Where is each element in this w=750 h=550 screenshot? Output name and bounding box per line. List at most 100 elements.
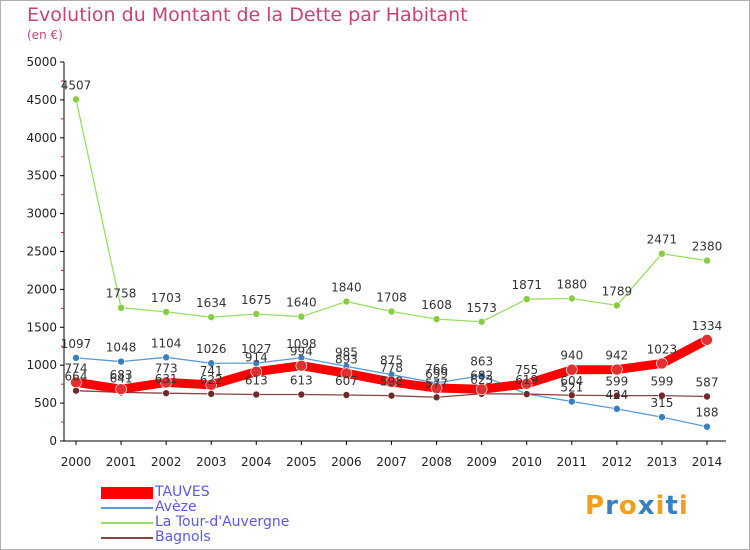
data-point-bagnols xyxy=(297,390,306,399)
logo-letter: P xyxy=(585,491,606,521)
data-label-av-ze: 985 xyxy=(335,345,358,359)
data-point-la-tour-d-auvergne xyxy=(703,256,711,265)
data-label-av-ze: 1104 xyxy=(151,336,182,350)
data-label-tauves: 893 xyxy=(335,352,358,366)
data-label-tauves: 755 xyxy=(515,363,538,377)
legend-swatch-tauves xyxy=(101,486,153,499)
x-tick-label: 2012 xyxy=(602,455,633,469)
data-point-tauves xyxy=(70,376,82,389)
data-label-la-tour-d-auvergne: 1758 xyxy=(106,287,137,301)
data-label-la-tour-d-auvergne: 1880 xyxy=(557,277,588,291)
data-label-bagnols: 587 xyxy=(696,376,719,390)
data-label-la-tour-d-auvergne: 2471 xyxy=(647,233,678,247)
data-label-la-tour-d-auvergne: 1871 xyxy=(511,278,542,292)
legend-swatch-la-tour-d-auvergne xyxy=(101,521,153,524)
data-label-av-ze: 1098 xyxy=(286,337,317,351)
data-label-av-ze: 766 xyxy=(425,362,448,376)
line-chart: 0 500 1000 1500 2000 2500 3000 3500 4000 4500 5000… xyxy=(26,55,726,469)
data-point-bagnols xyxy=(658,391,666,400)
data-point-av-ze xyxy=(703,422,711,431)
data-label-av-ze: 863 xyxy=(470,355,493,369)
x-tick-label: 2010 xyxy=(511,455,542,469)
data-label-bagnols: 599 xyxy=(650,375,673,389)
data-point-av-ze xyxy=(477,371,486,380)
data-point-la-tour-d-auvergne xyxy=(432,315,441,323)
y-tick-label: 3000 xyxy=(26,207,57,221)
data-point-tauves xyxy=(701,334,713,346)
data-label-av-ze: 424 xyxy=(605,388,628,402)
data-point-bagnols xyxy=(342,391,351,399)
data-label-la-tour-d-auvergne: 2380 xyxy=(692,240,723,254)
legend-swatch-aveze xyxy=(101,506,153,509)
data-label-la-tour-d-auvergne: 1608 xyxy=(421,298,452,312)
data-label-tauves: 914 xyxy=(245,351,268,365)
data-point-la-tour-d-auvergne xyxy=(387,307,396,316)
logo-letter: i xyxy=(678,491,689,521)
data-point-av-ze xyxy=(567,397,576,406)
x-tick-label: 2011 xyxy=(557,455,588,469)
data-point-bagnols xyxy=(387,391,396,400)
data-point-bagnols xyxy=(522,390,531,398)
logo-letter: r xyxy=(605,491,619,521)
data-label-tauves: 774 xyxy=(65,361,88,375)
x-tick-label: 2002 xyxy=(151,455,182,469)
data-point-tauves xyxy=(205,379,218,391)
data-label-bagnols: 664 xyxy=(65,370,88,384)
x-tick-label: 2000 xyxy=(61,455,92,469)
legend-item-bagnols: Bagnols xyxy=(101,530,289,545)
data-point-av-ze xyxy=(613,405,621,413)
data-point-la-tour-d-auvergne xyxy=(117,303,125,312)
data-point-bagnols xyxy=(567,391,576,400)
data-label-la-tour-d-auvergne: 1703 xyxy=(151,291,182,305)
data-point-av-ze xyxy=(72,354,80,362)
x-tick-label: 2004 xyxy=(241,455,272,469)
data-point-tauves xyxy=(385,376,398,388)
data-label-tauves: 682 xyxy=(470,368,493,382)
legend-item-aveze: Avèze xyxy=(101,500,289,515)
logo-letter: o xyxy=(618,491,638,521)
y-tick-label: 1500 xyxy=(26,320,57,334)
chart-axes: 0 500 1000 1500 2000 2500 3000 3500 4000 4500 5000… xyxy=(26,55,726,469)
data-label-la-tour-d-auvergne: 1675 xyxy=(241,293,272,307)
data-label-av-ze: 1026 xyxy=(196,342,227,356)
data-point-tauves xyxy=(656,357,668,370)
legend-item-tauves: TAUVES xyxy=(101,485,289,500)
data-label-tauves: 942 xyxy=(605,349,628,363)
legend-label-bagnols: Bagnols xyxy=(155,529,211,545)
data-label-tauves: 1023 xyxy=(647,342,678,356)
data-point-bagnols xyxy=(162,389,170,397)
data-label-bagnols: 577 xyxy=(425,376,448,390)
data-label-tauves: 699 xyxy=(425,367,448,381)
data-point-av-ze xyxy=(207,359,216,368)
data-point-tauves xyxy=(520,377,533,390)
data-point-la-tour-d-auvergne xyxy=(613,301,621,310)
legend-label-aveze: Avèze xyxy=(155,499,197,515)
data-label-av-ze: 875 xyxy=(380,354,403,368)
y-tick-label: 2500 xyxy=(26,245,57,259)
data-label-bagnols: 622 xyxy=(200,373,223,387)
data-point-bagnols xyxy=(432,393,441,402)
data-label-av-ze: 1048 xyxy=(106,341,137,355)
data-point-bagnols xyxy=(613,391,621,400)
logo-letter: x xyxy=(637,491,656,521)
data-label-la-tour-d-auvergne: 1708 xyxy=(376,291,407,305)
proxiti-logo: Proxiti xyxy=(585,491,689,521)
data-point-tauves xyxy=(250,365,263,378)
data-point-av-ze xyxy=(658,413,666,421)
y-tick-label: 4500 xyxy=(26,93,57,107)
data-label-la-tour-d-auvergne: 1640 xyxy=(286,296,317,310)
data-label-av-ze: 1097 xyxy=(61,337,92,351)
data-label-tauves: 940 xyxy=(560,349,583,363)
data-point-tauves xyxy=(475,383,488,396)
x-tick-label: 2005 xyxy=(286,455,317,469)
data-point-la-tour-d-auvergne xyxy=(522,295,531,303)
y-tick-label: 2000 xyxy=(26,282,57,296)
data-point-la-tour-d-auvergne xyxy=(252,310,261,318)
x-tick-label: 2001 xyxy=(106,455,137,469)
data-point-bagnols xyxy=(72,386,80,395)
data-label-tauves: 778 xyxy=(380,361,403,375)
data-point-bagnols xyxy=(207,390,216,398)
data-labels: 4507 1758 1703 1634 1675 1640 1840 1708 1608 1573… xyxy=(61,78,723,419)
data-label-tauves: 683 xyxy=(110,368,133,382)
